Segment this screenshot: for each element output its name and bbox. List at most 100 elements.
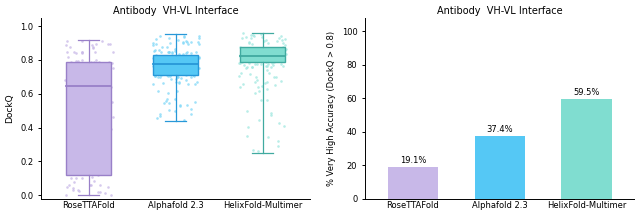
Point <box>194 66 204 70</box>
Point <box>235 54 245 58</box>
Point <box>235 54 245 57</box>
Point <box>155 72 165 76</box>
Point <box>68 188 79 192</box>
Point <box>191 51 201 54</box>
Point <box>268 63 278 67</box>
Point <box>153 69 163 72</box>
Point <box>273 139 284 143</box>
Point <box>257 48 267 52</box>
Point <box>256 33 266 36</box>
Point <box>63 183 74 186</box>
Point <box>77 73 88 76</box>
Point <box>170 97 180 100</box>
Point <box>175 104 185 108</box>
Point <box>66 176 76 179</box>
Point <box>71 67 81 70</box>
Point <box>90 89 100 93</box>
Point <box>150 74 160 77</box>
Text: 19.1%: 19.1% <box>399 156 426 165</box>
Point <box>276 52 286 55</box>
Text: 59.5%: 59.5% <box>573 88 600 97</box>
Point <box>83 95 93 98</box>
Point <box>258 55 268 58</box>
Point <box>281 47 291 51</box>
Point <box>274 46 284 50</box>
Point <box>93 151 104 155</box>
Point <box>280 43 290 46</box>
Point <box>77 50 87 53</box>
Point <box>92 95 102 99</box>
Point <box>277 38 287 41</box>
Point <box>60 78 70 82</box>
Point <box>159 102 169 105</box>
Point <box>164 65 174 69</box>
Point <box>148 57 158 60</box>
Point <box>163 51 173 54</box>
Point <box>273 51 284 55</box>
Point <box>79 88 89 91</box>
Point <box>179 118 189 122</box>
Point <box>100 91 111 95</box>
Point <box>104 61 114 65</box>
Point <box>67 92 77 95</box>
Point <box>77 84 88 87</box>
Point <box>155 114 165 118</box>
Point <box>174 80 184 83</box>
Point <box>94 92 104 95</box>
Point <box>164 108 174 112</box>
Point <box>194 56 204 59</box>
Point <box>175 76 186 80</box>
Point <box>154 112 164 115</box>
Point <box>93 65 104 69</box>
Point <box>260 59 271 62</box>
Point <box>256 62 266 66</box>
Point <box>172 80 182 83</box>
Point <box>176 64 186 68</box>
Point <box>79 62 90 66</box>
Point <box>89 179 99 183</box>
Point <box>273 144 284 147</box>
Point <box>280 38 290 41</box>
Point <box>86 183 97 186</box>
Point <box>65 124 75 127</box>
Point <box>101 66 111 70</box>
Point <box>88 45 98 49</box>
Point <box>102 121 113 125</box>
Point <box>73 142 83 145</box>
Point <box>92 78 102 81</box>
Point <box>84 163 95 167</box>
Point <box>269 76 279 79</box>
Point <box>237 36 248 39</box>
Point <box>194 34 204 37</box>
Point <box>97 68 107 71</box>
Point <box>249 34 259 38</box>
Point <box>148 44 158 47</box>
Point <box>61 186 72 189</box>
Point <box>173 75 183 79</box>
Point <box>93 60 104 64</box>
Point <box>97 79 108 83</box>
Point <box>86 116 96 120</box>
Point <box>242 52 252 55</box>
Point <box>64 63 74 66</box>
Point <box>93 190 103 193</box>
Point <box>74 71 84 75</box>
Point <box>253 85 263 89</box>
Point <box>170 49 180 53</box>
Point <box>95 184 105 187</box>
Point <box>161 100 171 103</box>
Point <box>193 66 204 69</box>
Point <box>108 50 118 54</box>
Point <box>149 49 159 52</box>
Point <box>234 61 244 64</box>
Point <box>276 63 286 66</box>
Point <box>181 68 191 71</box>
Point <box>150 43 161 46</box>
Point <box>95 158 106 162</box>
Bar <box>474 136 525 199</box>
Point <box>157 60 167 63</box>
Point <box>172 61 182 65</box>
Point <box>61 70 72 73</box>
Point <box>94 91 104 95</box>
Point <box>270 83 280 87</box>
